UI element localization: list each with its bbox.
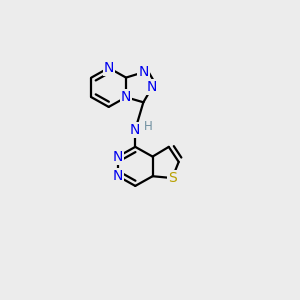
Text: N: N <box>103 61 114 75</box>
Text: N: N <box>147 80 157 94</box>
Text: N: N <box>130 123 140 136</box>
Text: N: N <box>113 150 123 164</box>
Text: N: N <box>138 65 148 79</box>
Text: H: H <box>144 120 152 133</box>
Text: N: N <box>113 169 123 183</box>
Text: N: N <box>121 90 131 104</box>
Text: S: S <box>168 171 177 185</box>
